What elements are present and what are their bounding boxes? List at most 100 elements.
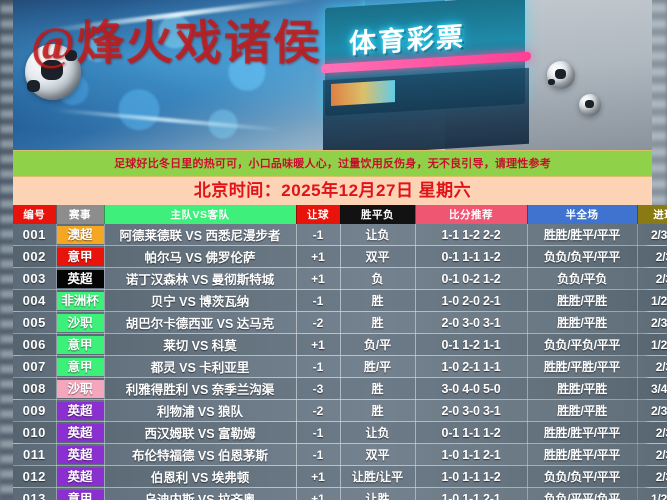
cell-handicap: +1 [296, 487, 341, 500]
soccer-ball-icon [25, 44, 81, 100]
cell-match: 都灵 VS 卡利亚里 [104, 355, 297, 378]
cell-wdl: 胜 [340, 377, 416, 400]
cell-goals: 1/2/3球 [637, 333, 667, 356]
cell-score: 2-0 3-0 3-1 [415, 311, 528, 334]
cell-no: 010 [13, 421, 57, 444]
league-badge: 意甲 [56, 357, 103, 376]
column-header-goals[interactable]: 进球数 [637, 205, 667, 224]
cell-no: 012 [13, 465, 57, 488]
cell-score: 1-1 1-2 2-2 [415, 224, 528, 246]
cell-halftime: 胜胜/胜平/平平 [527, 224, 638, 246]
cell-wdl: 让负 [340, 224, 416, 246]
table-row[interactable]: 011 英超 布伦特福德 VS 伯恩茅斯 -1 双平 1-0 1-1 2-1 胜胜/胜平/平… [13, 443, 667, 466]
shop-window-decor [331, 80, 395, 106]
cell-goals: 3/4/5球 [637, 377, 667, 400]
cell-match: 贝宁 VS 博茨瓦纳 [104, 289, 297, 312]
cell-goals: 2/3球 [637, 421, 667, 444]
cell-wdl: 双平 [340, 443, 416, 466]
cell-no: 004 [13, 289, 57, 312]
league-badge: 英超 [56, 269, 103, 288]
table-row[interactable]: 005 沙职 胡巴尔卡德西亚 VS 达马克 -2 胜 2-0 3-0 3-1 胜胜/平胜 2/… [13, 311, 667, 334]
cell-league: 英超 [56, 443, 105, 466]
cell-goals: 1/2/3球 [637, 289, 667, 312]
cell-halftime: 负负/平平/负平 [527, 487, 638, 500]
cell-handicap: -2 [296, 311, 341, 334]
cell-match: 西汉姆联 VS 富勒姆 [104, 421, 297, 444]
column-header-wdl[interactable]: 胜平负 [340, 205, 416, 224]
soccer-ball-icon-2 [547, 61, 575, 89]
cell-match: 利物浦 VS 狼队 [104, 399, 297, 422]
cell-league: 意甲 [56, 245, 105, 268]
cell-match: 帕尔马 VS 佛罗伦萨 [104, 245, 297, 268]
cell-score: 0-1 1-1 1-2 [415, 421, 528, 444]
cell-halftime: 胜胜/平胜 [527, 399, 638, 422]
cell-score: 1-0 1-1 1-2 [415, 465, 528, 488]
cell-goals: 2/3/4球 [637, 399, 667, 422]
cell-wdl: 让胜/让平 [340, 465, 416, 488]
cell-wdl: 胜 [340, 311, 416, 334]
cell-no: 003 [13, 267, 57, 290]
cell-handicap: -1 [296, 355, 341, 378]
cell-wdl: 双平 [340, 245, 416, 268]
cell-league: 意甲 [56, 333, 105, 356]
cell-no: 006 [13, 333, 57, 356]
shop-front-decor [323, 67, 529, 150]
cell-match: 阿德莱德联 VS 西悉尼漫步者 [104, 224, 297, 246]
cell-league: 非洲杯 [56, 289, 105, 312]
cell-wdl: 负/平 [340, 333, 416, 356]
column-header-league[interactable]: 赛事 [56, 205, 105, 224]
cell-no: 007 [13, 355, 57, 378]
cell-league: 英超 [56, 465, 105, 488]
cell-league: 澳超 [56, 224, 105, 246]
table-row[interactable]: 012 英超 伯恩利 VS 埃弗顿 +1 让胜/让平 1-0 1-1 1-2 负负/负平/平… [13, 465, 667, 488]
cell-match: 莱切 VS 科莫 [104, 333, 297, 356]
column-header-halftime[interactable]: 半全场 [527, 205, 638, 224]
league-badge: 英超 [56, 467, 103, 486]
table-row[interactable]: 002 意甲 帕尔马 VS 佛罗伦萨 +1 双平 0-1 1-1 1-2 负负/负平/平平 2… [13, 245, 667, 268]
table-row[interactable]: 006 意甲 莱切 VS 科莫 +1 负/平 0-1 1-2 1-1 负负/平负/平平 1/2… [13, 333, 667, 356]
league-badge: 非洲杯 [56, 291, 103, 310]
disclaimer-notice: 足球好比冬日里的热可可，小口品味暖人心，过量饮用反伤身，无不良引导，请理性参考 [13, 150, 652, 177]
cell-goals: 2/3球 [637, 267, 667, 290]
table-row[interactable]: 001 澳超 阿德莱德联 VS 西悉尼漫步者 -1 让负 1-1 1-2 2-2 胜胜/胜平… [13, 224, 667, 246]
table-row[interactable]: 010 英超 西汉姆联 VS 富勒姆 -1 让负 0-1 1-1 1-2 胜胜/胜平/平平 2… [13, 421, 667, 444]
column-header-no[interactable]: 编号 [13, 205, 57, 224]
cell-wdl: 负 [340, 267, 416, 290]
cell-score: 3-0 4-0 5-0 [415, 377, 528, 400]
column-header-handicap[interactable]: 让球 [296, 205, 341, 224]
cell-wdl: 胜 [340, 399, 416, 422]
column-header-score[interactable]: 比分推荐 [415, 205, 528, 224]
cell-goals: 2/3/4球 [637, 224, 667, 246]
cell-no: 005 [13, 311, 57, 334]
table-row[interactable]: 008 沙职 利雅得胜利 VS 奈季兰沟渠 -3 胜 3-0 4-0 5-0 胜胜/平胜 3/… [13, 377, 667, 400]
cell-score: 1-0 1-1 2-1 [415, 443, 528, 466]
table-header: 编号 赛事 主队VS客队 让球 胜平负 比分推荐 半全场 进球数 [13, 205, 667, 224]
cell-goals: 2/3球 [637, 245, 667, 268]
table-row[interactable]: 007 意甲 都灵 VS 卡利亚里 -1 胜/平 1-0 2-1 1-1 胜胜/平胜/平平 2… [13, 355, 667, 378]
table-row[interactable]: 013 意甲 乌迪内斯 VS 拉齐奥 +1 让胜 1-0 1-1 2-1 负负/平平/负平 1… [13, 487, 667, 500]
cell-wdl: 胜 [340, 289, 416, 312]
cell-league: 沙职 [56, 377, 105, 400]
cell-handicap: -1 [296, 224, 341, 246]
league-badge: 意甲 [56, 335, 103, 354]
league-badge: 英超 [56, 401, 103, 420]
cell-match: 乌迪内斯 VS 拉齐奥 [104, 487, 297, 500]
cell-handicap: -2 [296, 399, 341, 422]
cell-handicap: -1 [296, 421, 341, 444]
cell-halftime: 胜胜/平胜 [527, 289, 638, 312]
beijing-date-bar: 北京时间：2025年12月27日 星期六 [13, 177, 652, 205]
table-header-row: 编号 赛事 主队VS客队 让球 胜平负 比分推荐 半全场 进球数 [13, 205, 667, 224]
league-badge: 意甲 [56, 489, 103, 500]
table-row[interactable]: 003 英超 诺丁汉森林 VS 曼彻斯特城 +1 负 0-1 0-2 1-2 负负/平负 2/… [13, 267, 667, 290]
cell-handicap: +1 [296, 267, 341, 290]
league-badge: 澳超 [56, 225, 103, 244]
cell-no: 008 [13, 377, 57, 400]
cell-no: 002 [13, 245, 57, 268]
league-badge: 沙职 [56, 379, 103, 398]
cell-halftime: 负负/平负/平平 [527, 333, 638, 356]
cell-handicap: +1 [296, 245, 341, 268]
column-header-match[interactable]: 主队VS客队 [104, 205, 297, 224]
